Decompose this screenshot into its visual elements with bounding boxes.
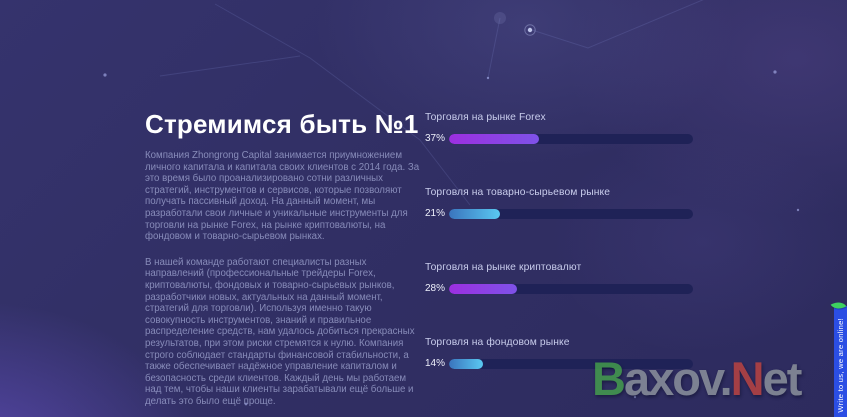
progress-row: 28% xyxy=(425,283,693,294)
progress-track xyxy=(449,283,693,294)
progress-track xyxy=(449,358,693,369)
about-paragraph-1: Компания Zhongrong Capital занимается пр… xyxy=(145,150,420,243)
watermark-segment: et xyxy=(762,352,803,405)
progress-item: Торговля на рынке криптовалют 28% xyxy=(425,262,693,294)
leaf-icon xyxy=(830,298,847,313)
progress-row: 37% xyxy=(425,133,693,144)
stats-list: Торговля на рынке Forex 37% Торговля на … xyxy=(425,112,693,412)
progress-fill xyxy=(449,283,518,294)
about-paragraph-2: В нашей команде работают специалисты раз… xyxy=(145,256,415,407)
about-text-column: Компания Zhongrong Capital занимается пр… xyxy=(145,150,420,417)
progress-percent: 21% xyxy=(425,208,446,219)
progress-label: Торговля на фондовом рынке xyxy=(425,337,570,348)
progress-percent: 28% xyxy=(425,283,446,294)
progress-percent: 14% xyxy=(425,358,446,369)
progress-item: Торговля на товарно-сырьевом рынке 21% xyxy=(425,187,693,219)
chat-tab-label: Write to us, we are online! xyxy=(836,318,845,413)
progress-row: 14% xyxy=(425,358,693,369)
progress-fill xyxy=(449,358,484,369)
chat-tab[interactable]: Write to us, we are online! xyxy=(830,298,847,417)
progress-label: Торговля на рынке криптовалют xyxy=(425,262,582,273)
progress-fill xyxy=(449,133,540,144)
progress-track xyxy=(449,133,693,144)
progress-percent: 37% xyxy=(425,133,446,144)
watermark-segment: N xyxy=(730,352,765,405)
progress-fill xyxy=(449,208,501,219)
progress-label: Торговля на товарно-сырьевом рынке xyxy=(425,187,611,198)
progress-label: Торговля на рынке Forex xyxy=(425,112,546,123)
progress-track xyxy=(449,208,693,219)
progress-item: Торговля на рынке Forex 37% xyxy=(425,112,693,144)
section-heading: Стремимся быть №1 xyxy=(145,109,419,139)
progress-row: 21% xyxy=(425,208,693,219)
progress-item: Торговля на фондовом рынке 14% xyxy=(425,337,693,369)
